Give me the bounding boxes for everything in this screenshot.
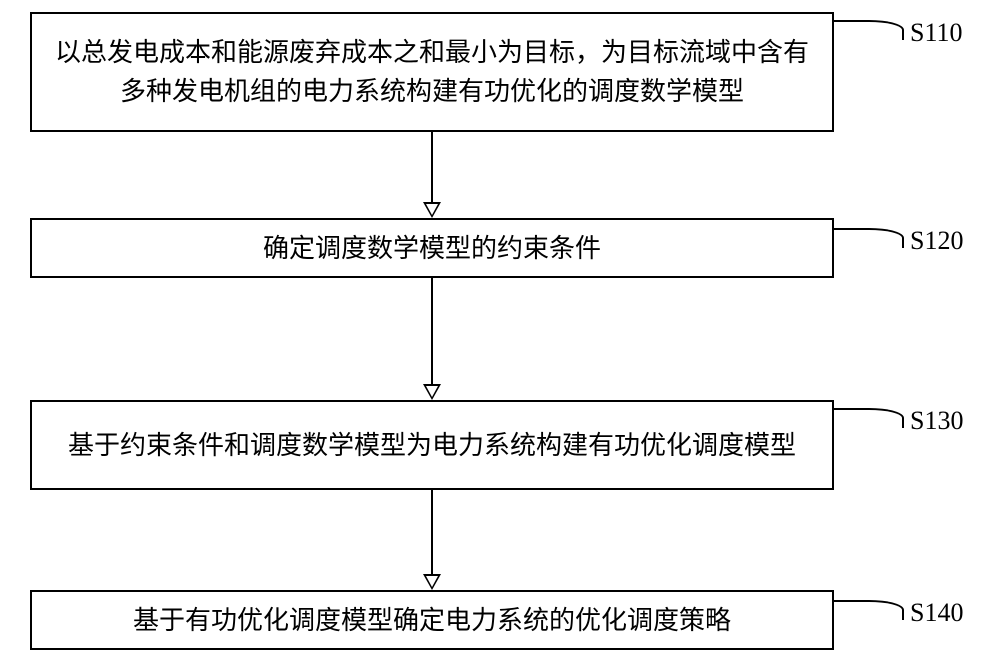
label-connector (834, 20, 904, 40)
step-text: 基于有功优化调度模型确定电力系统的优化调度策略 (133, 601, 731, 640)
arrow-line (431, 490, 433, 574)
step-box-s110: 以总发电成本和能源废弃成本之和最小为目标，为目标流域中含有多种发电机组的电力系统… (30, 12, 834, 132)
label-connector (834, 228, 904, 248)
step-label-s130: S130 (910, 406, 963, 436)
step-label-s120: S120 (910, 226, 963, 256)
label-connector (834, 408, 904, 428)
label-connector (834, 600, 904, 620)
step-text: 确定调度数学模型的约束条件 (263, 229, 601, 268)
step-label-s110: S110 (910, 18, 963, 48)
arrow-line (431, 132, 433, 202)
step-label-s140: S140 (910, 598, 963, 628)
step-text: 以总发电成本和能源废弃成本之和最小为目标，为目标流域中含有多种发电机组的电力系统… (52, 33, 812, 111)
arrow-head (423, 574, 441, 590)
step-text: 基于约束条件和调度数学模型为电力系统构建有功优化调度模型 (68, 426, 796, 465)
step-box-s120: 确定调度数学模型的约束条件 (30, 218, 834, 278)
arrow-head (423, 202, 441, 218)
step-box-s130: 基于约束条件和调度数学模型为电力系统构建有功优化调度模型 (30, 400, 834, 490)
step-box-s140: 基于有功优化调度模型确定电力系统的优化调度策略 (30, 590, 834, 650)
flowchart-canvas: 以总发电成本和能源废弃成本之和最小为目标，为目标流域中含有多种发电机组的电力系统… (0, 0, 1000, 668)
arrow-line (431, 278, 433, 384)
arrow-head (423, 384, 441, 400)
